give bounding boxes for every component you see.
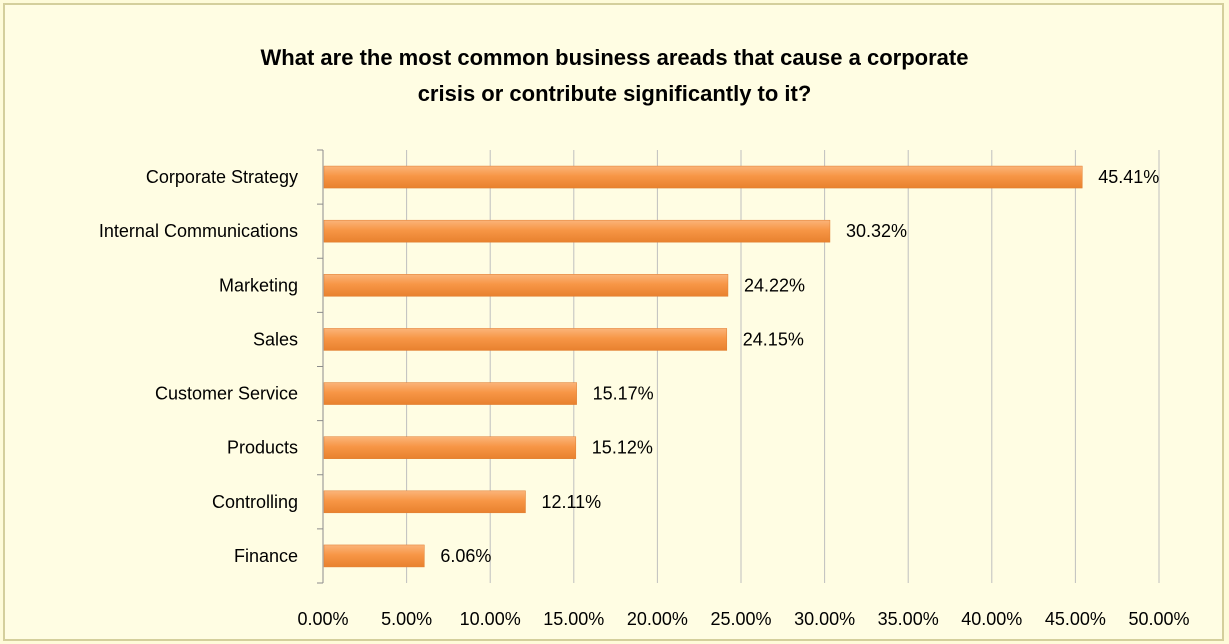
bar	[323, 490, 526, 514]
x-tick-label: 0.00%	[297, 609, 348, 629]
chart-frame	[3, 3, 1224, 641]
value-label: 24.15%	[743, 329, 804, 349]
bar	[323, 382, 577, 405]
bar	[323, 544, 425, 568]
category-label: Finance	[234, 546, 298, 566]
axes	[317, 149, 324, 584]
category-label: Marketing	[219, 275, 298, 295]
bar	[323, 274, 729, 297]
grid-lines	[406, 150, 1160, 583]
value-label: 45.41%	[1098, 167, 1159, 187]
bar	[323, 165, 1083, 189]
x-tick-label: 15.00%	[543, 609, 604, 629]
value-label: 30.32%	[846, 221, 907, 241]
category-label: Corporate Strategy	[146, 167, 298, 187]
labels: 0.00% 5.00% 10.00% 15.00% 20.00% 25.00% 30.00%…	[99, 167, 1190, 629]
bar	[323, 219, 831, 243]
x-tick-label: 35.00%	[878, 609, 939, 629]
x-tick-label: 25.00%	[710, 609, 771, 629]
category-label: Sales	[253, 329, 298, 349]
chart-title-line-2: crisis or contribute significantly to it…	[417, 81, 812, 106]
bars	[323, 165, 1083, 568]
value-label: 15.12%	[592, 438, 653, 458]
category-label: Customer Service	[155, 384, 298, 404]
category-label: Products	[227, 438, 298, 458]
chart-title-line-1: What are the most common business areads…	[260, 45, 969, 70]
x-tick-label: 10.00%	[460, 609, 521, 629]
value-label: 12.11%	[541, 492, 601, 512]
bar	[323, 436, 577, 459]
value-label: 15.17%	[593, 384, 654, 404]
value-label: 24.22%	[744, 275, 805, 295]
x-tick-label: 20.00%	[627, 609, 688, 629]
bar	[323, 328, 728, 351]
x-tick-label: 40.00%	[961, 609, 1022, 629]
x-tick-label: 45.00%	[1045, 609, 1106, 629]
category-label: Internal Communications	[99, 221, 298, 241]
value-label: 6.06%	[440, 546, 491, 566]
chart-title: What are the most common business areads…	[0, 40, 1229, 112]
category-label: Controlling	[212, 492, 298, 512]
x-tick-label: 5.00%	[381, 609, 432, 629]
x-tick-label: 30.00%	[794, 609, 855, 629]
x-tick-label: 50.00%	[1128, 609, 1189, 629]
